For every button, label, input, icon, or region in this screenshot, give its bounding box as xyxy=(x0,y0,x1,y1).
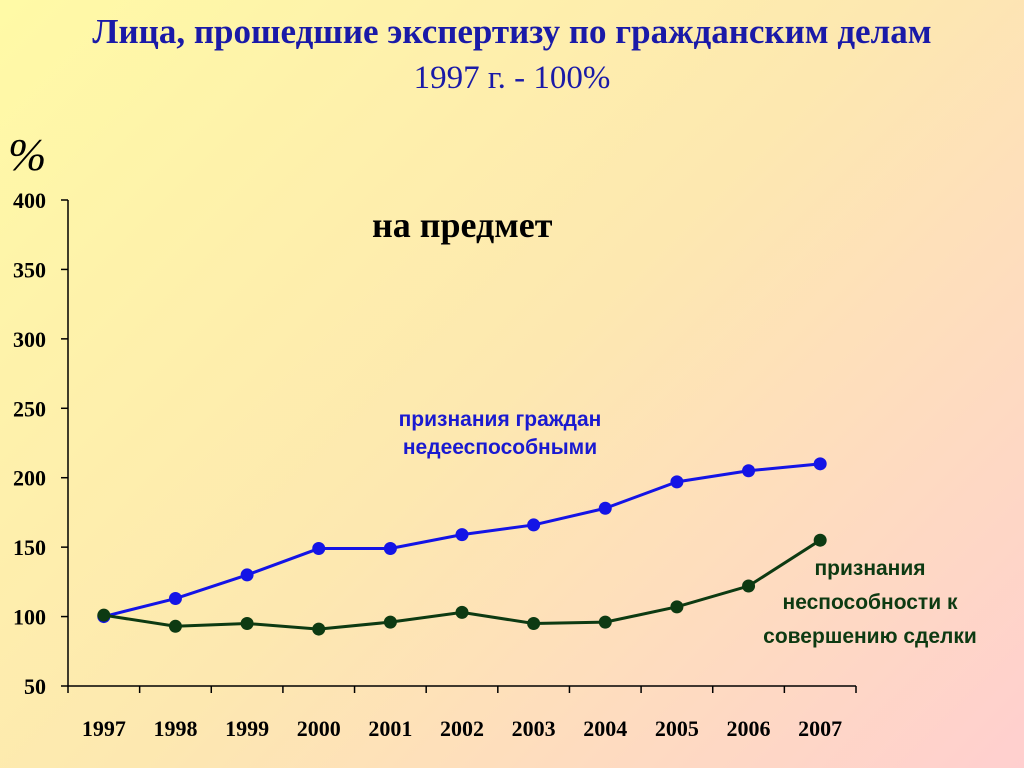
data-point-series-0 xyxy=(670,475,684,489)
data-point-series-0 xyxy=(240,568,254,582)
x-tick-label: 2003 xyxy=(512,716,556,741)
x-tick-label: 2001 xyxy=(368,716,412,741)
data-point-series-1 xyxy=(97,608,111,622)
data-point-series-0 xyxy=(742,464,756,478)
series-annotation-transaction: признания неспособности к совершению сде… xyxy=(730,552,1010,654)
x-tick-label: 2004 xyxy=(583,716,627,741)
data-point-series-0 xyxy=(813,457,827,471)
data-point-series-1 xyxy=(383,615,397,629)
data-point-series-1 xyxy=(813,533,827,547)
data-point-series-1 xyxy=(742,579,756,593)
x-tick-label: 1997 xyxy=(82,716,126,741)
y-axis-label: % xyxy=(8,129,47,180)
annotation-line: неспособности к xyxy=(782,591,958,614)
data-point-series-0 xyxy=(168,592,182,606)
x-tick-label: 2005 xyxy=(655,716,699,741)
data-point-series-0 xyxy=(455,528,469,542)
data-point-series-1 xyxy=(312,622,326,636)
y-tick-label: 50 xyxy=(24,674,46,699)
data-point-series-0 xyxy=(312,542,326,556)
data-point-series-1 xyxy=(240,617,254,631)
y-tick-label: 350 xyxy=(13,257,46,282)
annotation-line: совершению сделки xyxy=(763,625,977,648)
x-tick-label: 2002 xyxy=(440,716,484,741)
data-point-series-0 xyxy=(598,501,612,515)
y-tick-label: 100 xyxy=(13,605,46,630)
data-point-series-0 xyxy=(527,518,541,532)
x-tick-label: 1998 xyxy=(153,716,197,741)
series-annotation-incapacity: признания граждан недееспособными xyxy=(340,406,660,462)
annotation-line: признания граждан xyxy=(398,408,602,431)
x-tick-label: 1999 xyxy=(225,716,269,741)
y-tick-label: 400 xyxy=(13,188,46,213)
chart-title: Лица, прошедшие экспертизу по граждански… xyxy=(92,12,932,51)
data-point-series-0 xyxy=(383,542,397,556)
x-tick-label: 2000 xyxy=(297,716,341,741)
x-tick-label: 2006 xyxy=(727,716,771,741)
data-point-series-1 xyxy=(168,619,182,633)
y-tick-label: 250 xyxy=(13,396,46,421)
y-tick-label: 300 xyxy=(13,327,46,352)
data-point-series-1 xyxy=(670,600,684,614)
data-point-series-1 xyxy=(527,617,541,631)
x-tick-label: 2007 xyxy=(798,716,842,741)
y-tick-label: 200 xyxy=(13,466,46,491)
chart-subtitle: 1997 г. - 100% xyxy=(413,60,611,96)
annotation-line: признания xyxy=(814,557,926,580)
annotation-line: недееспособными xyxy=(402,436,598,459)
data-point-series-1 xyxy=(455,605,469,619)
chart-subject-label: на предмет xyxy=(372,205,553,245)
data-point-series-1 xyxy=(598,615,612,629)
y-tick-label: 150 xyxy=(13,535,46,560)
